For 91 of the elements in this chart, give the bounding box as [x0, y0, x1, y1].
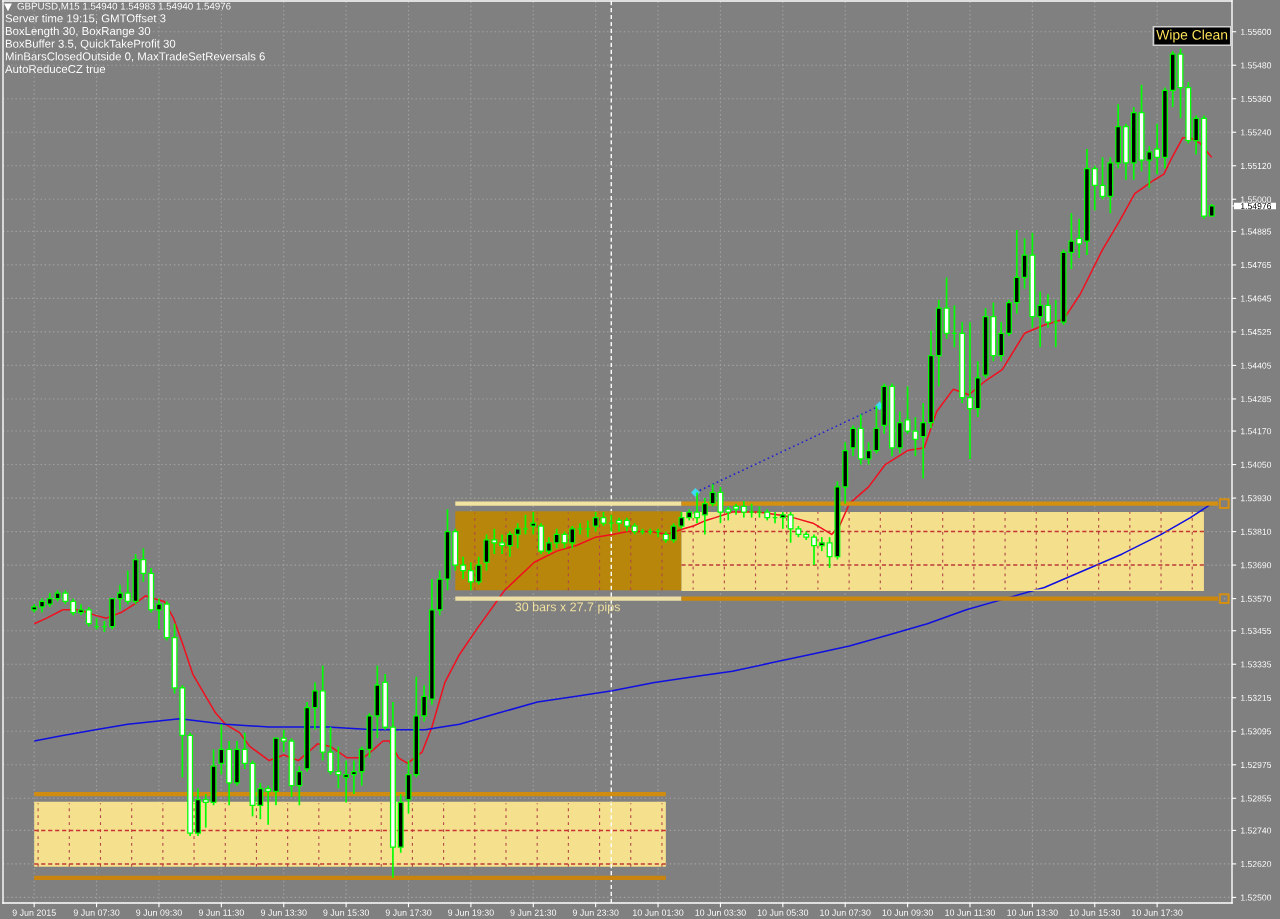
candlestick: [218, 723, 225, 776]
y-tick-label: 1.52500: [1240, 894, 1272, 901]
annotation: Wipe Clean: [1156, 29, 1228, 43]
x-tick-label: 9 Jun 11:30: [198, 909, 244, 916]
y-tick-label: 1.52975: [1240, 761, 1272, 768]
x-tick-label: 10 Jun 15:30: [1069, 909, 1121, 916]
candlestick: [811, 533, 817, 566]
annotation: 30 bars x 27.7 pips: [515, 602, 620, 614]
y-tick-label: 1.53930: [1240, 495, 1272, 502]
candlestick: [1037, 290, 1044, 349]
y-tick-label: 1.53455: [1240, 627, 1272, 634]
candlestick: [202, 793, 209, 829]
candlestick: [467, 561, 474, 592]
y-tick-label: 1.55000: [1240, 196, 1272, 203]
candlestick: [1044, 293, 1051, 329]
candlestick: [998, 321, 1005, 363]
y-tick-label: 1.52740: [1240, 827, 1272, 834]
y-tick-label: 1.53810: [1240, 528, 1272, 535]
x-tick-label: 10 Jun 09:30: [882, 909, 933, 916]
y-tick-label: 1.52855: [1240, 795, 1272, 802]
y-tick-label: 1.55600: [1240, 28, 1272, 35]
y-tick-label: 1.54885: [1240, 228, 1272, 235]
candlestick: [499, 533, 506, 555]
y-tick-label: 1.54525: [1240, 329, 1272, 336]
candlestick: [124, 569, 131, 606]
y-tick-label: 1.55480: [1240, 62, 1272, 69]
candlestick: [280, 729, 287, 754]
point: [1218, 498, 1230, 510]
y-tick-label: 1.55360: [1240, 95, 1272, 102]
candlestick: [311, 681, 318, 731]
candlestick: [156, 597, 162, 631]
x-tick-label: 9 Jun 13:30: [260, 909, 307, 916]
y-tick-label: 1.55120: [1240, 162, 1272, 169]
x-tick-label: 10 Jun 17:30: [1132, 909, 1183, 916]
candlestick: [241, 731, 248, 770]
x-tick-label: 9 Jun 23:30: [572, 909, 619, 916]
candlestick: [850, 424, 856, 458]
y-tick-label: 1.54285: [1240, 396, 1272, 403]
candlestick: [421, 684, 428, 723]
candlestick: [569, 525, 576, 550]
x-tick-label: 9 Jun 19:30: [448, 909, 494, 916]
candlestick: [350, 759, 357, 795]
y-tick-label: 1.55240: [1240, 129, 1272, 136]
candlestick: [1076, 217, 1083, 259]
candlestick: [967, 321, 973, 460]
candlestick: [475, 555, 482, 586]
y-tick-label: 1.53690: [1240, 562, 1272, 569]
point: [1218, 593, 1230, 605]
candlestick: [694, 491, 701, 525]
x-tick-label: 9 Jun 09:30: [136, 909, 182, 916]
x-tick-label: 9 Jun 15:30: [323, 909, 370, 916]
x-tick-label: 9 Jun 2015: [12, 909, 56, 916]
candlestick: [1154, 123, 1161, 175]
chart-title: GBPUSD,M15 1.54940 1.54983 1.54940 1.54976: [17, 2, 231, 11]
candlestick: [506, 530, 513, 558]
candlestick: [779, 511, 786, 530]
candlestick: [460, 555, 467, 580]
y-tick-label: 1.54050: [1240, 461, 1272, 468]
candlestick: [85, 606, 92, 628]
x-tick-label: 10 Jun 11:30: [945, 909, 996, 916]
y-tick-label: 1.53215: [1240, 694, 1272, 701]
x-tick-label: 9 Jun 17:30: [385, 909, 432, 916]
x-tick-label: 10 Jun 03:30: [695, 909, 746, 916]
y-tick-label: 1.53095: [1240, 728, 1272, 735]
candlestick: [265, 784, 272, 826]
y-tick-label: 1.52620: [1240, 861, 1272, 868]
y-tick-label: 1.54645: [1240, 295, 1272, 302]
candlestick: [701, 497, 708, 536]
x-tick-label: 9 Jun 07:30: [73, 909, 120, 916]
x-tick-label: 10 Jun 07:30: [820, 909, 871, 916]
candlestick: [117, 583, 123, 611]
x-tick-label: 10 Jun 01:30: [633, 909, 684, 916]
y-tick-label: 1.53570: [1240, 595, 1272, 602]
y-tick-label: 1.54976: [1240, 203, 1272, 210]
y-tick-label: 1.54405: [1240, 362, 1272, 369]
candlestick: [491, 527, 498, 555]
x-tick-label: 9 Jun 21:30: [510, 909, 557, 916]
candlestick: [920, 402, 927, 480]
candlestick: [530, 511, 537, 536]
candlestick: [343, 759, 350, 804]
line-series: [33, 137, 1213, 765]
candlestick: [358, 745, 365, 787]
candlestick: [1091, 164, 1098, 212]
x-tick-label: 10 Jun 13:30: [1007, 909, 1058, 916]
y-tick-label: 1.54765: [1240, 262, 1272, 269]
y-tick-label: 1.54170: [1240, 428, 1272, 435]
text: Server time 19:15, GMTOffset 3 BoxLength 30, BoxRange 30 BoxBuffer 3.5, QuickTakeProfit 30 MinBarsClosedOutside 0, MaxTradeSetReversals 6 AutoReduceCZ true: [5, 14, 265, 74]
candlestick: [514, 522, 521, 550]
candlestick: [1193, 114, 1200, 156]
x-tick-label: 10 Jun 05:30: [757, 909, 809, 916]
y-tick-label: 1.53335: [1240, 661, 1272, 668]
